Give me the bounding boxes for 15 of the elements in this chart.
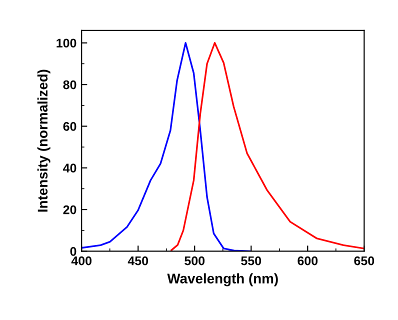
x-tick-label: 550	[241, 256, 262, 266]
x-tick-label: 400	[71, 256, 92, 266]
x-tick-label: 450	[128, 256, 148, 266]
y-axis-title: Intensity (normalized)	[37, 70, 50, 212]
x-tick-label: 650	[354, 256, 374, 266]
x-tick-label: 600	[298, 256, 318, 266]
y-tick-label: 0	[70, 247, 76, 256]
y-tick-label: 100	[56, 38, 76, 48]
x-axis-title: Wavelength (nm)	[167, 273, 278, 286]
x-tick-label: 500	[184, 256, 205, 266]
y-tick-label: 60	[63, 122, 76, 131]
line-series	[170, 42, 364, 251]
y-tick-label: 40	[63, 164, 76, 173]
y-tick-label: 20	[63, 205, 76, 214]
y-tick-label: 80	[63, 80, 76, 90]
